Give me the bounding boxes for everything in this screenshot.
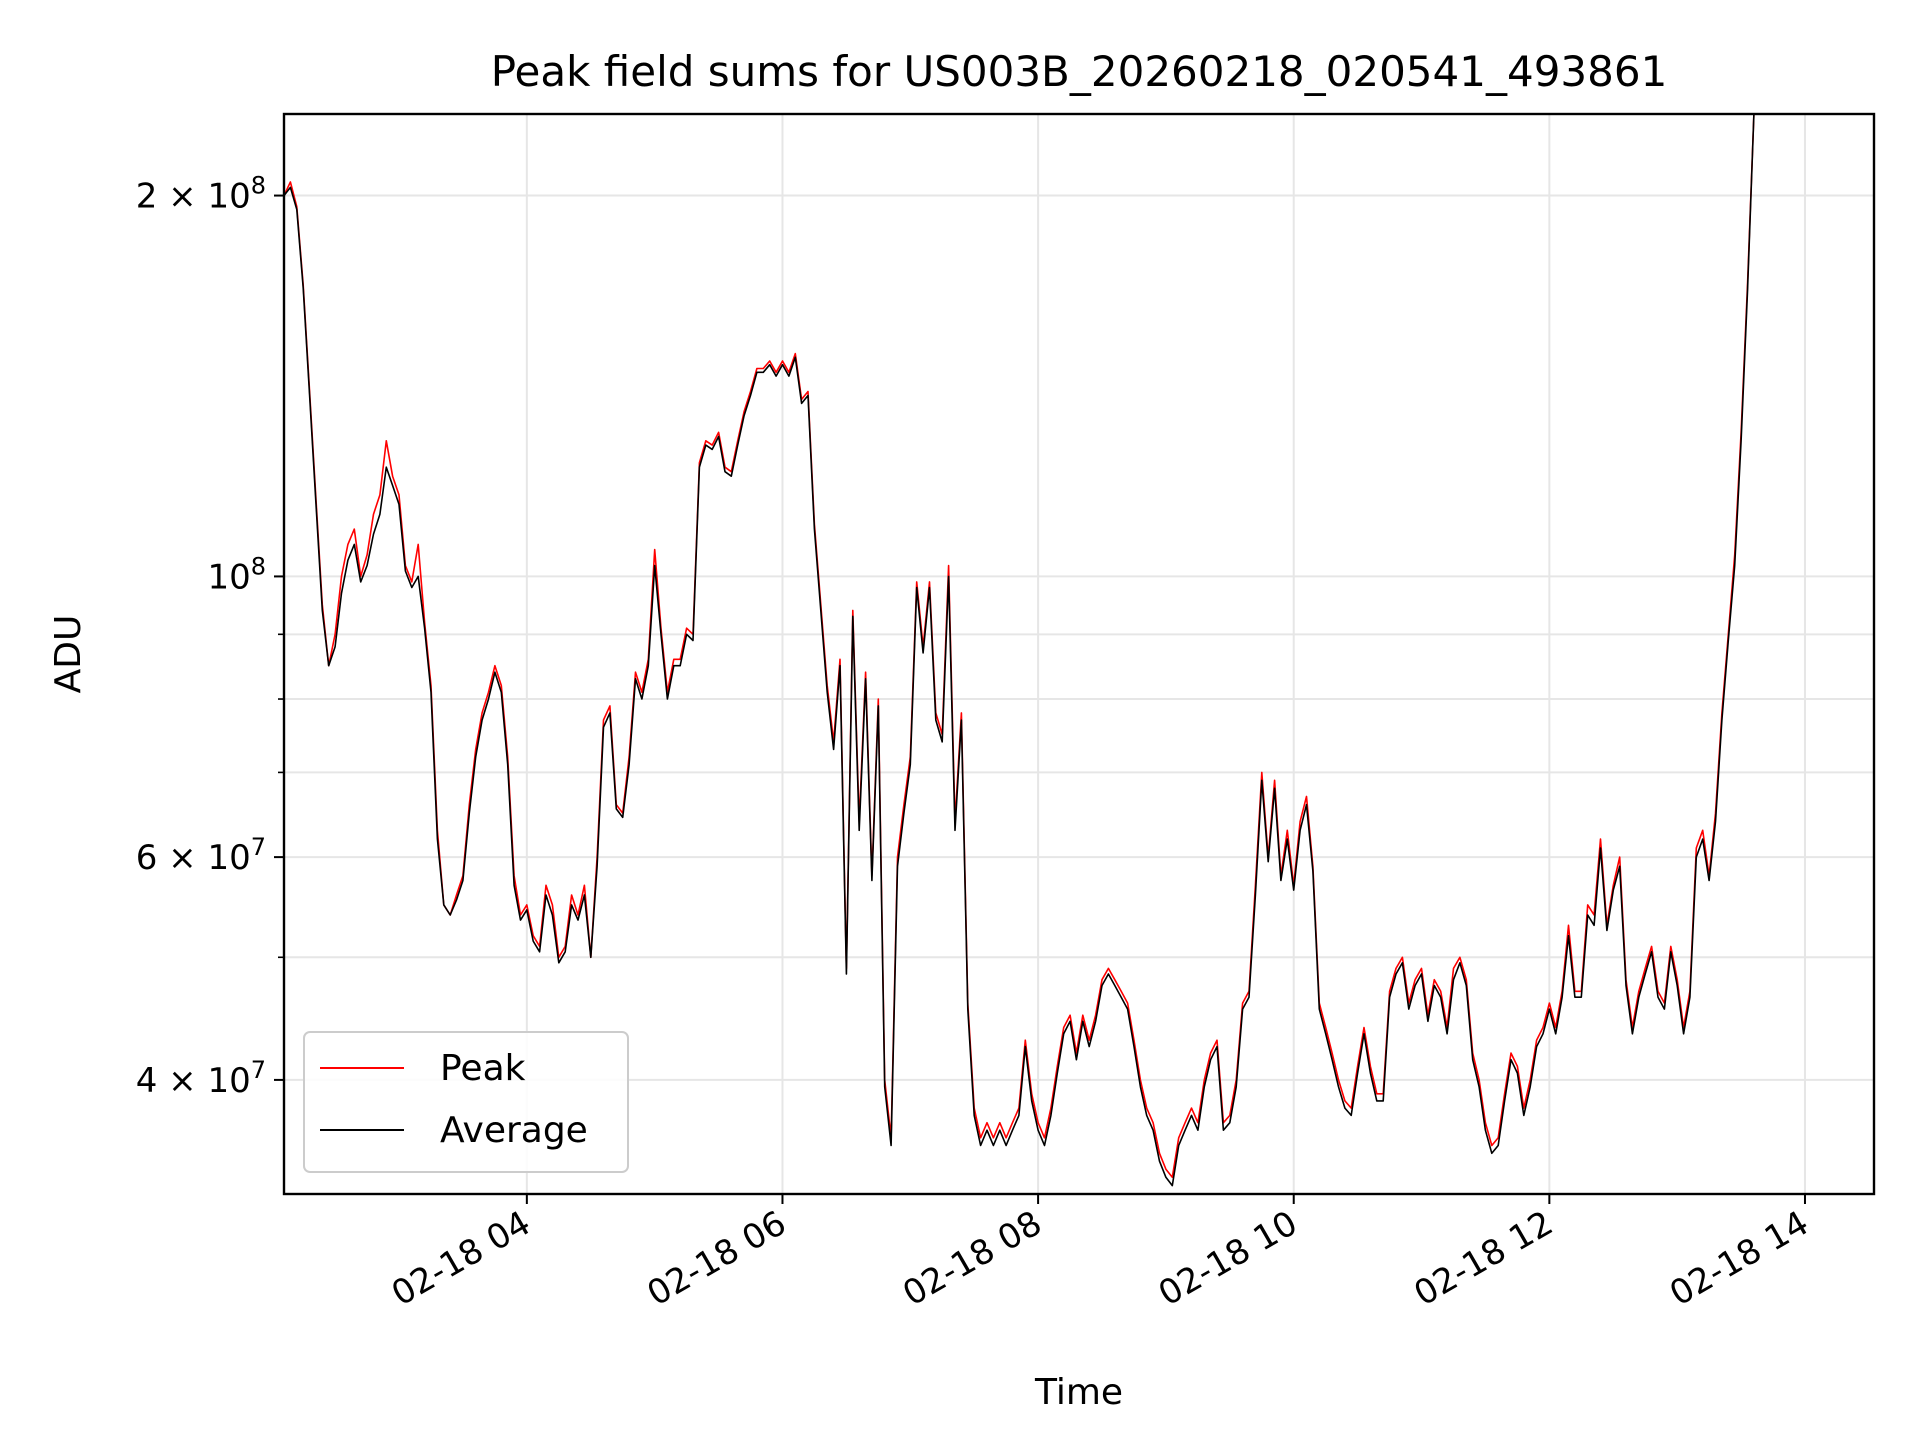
chart-title: Peak field sums for US003B_20260218_0205… <box>491 47 1668 96</box>
series-line-average <box>283 113 1755 1187</box>
grid <box>284 114 1874 1194</box>
y-tick-label: 6 × 107 <box>136 833 266 878</box>
y-tick-label: 108 <box>207 552 266 597</box>
y-axis-label: ADU <box>48 615 89 694</box>
x-axis-label: Time <box>1034 1372 1123 1413</box>
series-layer <box>283 113 1755 1187</box>
y-tick-label: 4 × 107 <box>136 1056 266 1101</box>
legend-label-average: Average <box>440 1110 588 1151</box>
legend: Peak Average <box>303 1031 629 1173</box>
legend-label-peak: Peak <box>440 1048 526 1089</box>
plot-frame <box>282 112 1876 1196</box>
y-tick-label: 2 × 108 <box>136 172 266 217</box>
